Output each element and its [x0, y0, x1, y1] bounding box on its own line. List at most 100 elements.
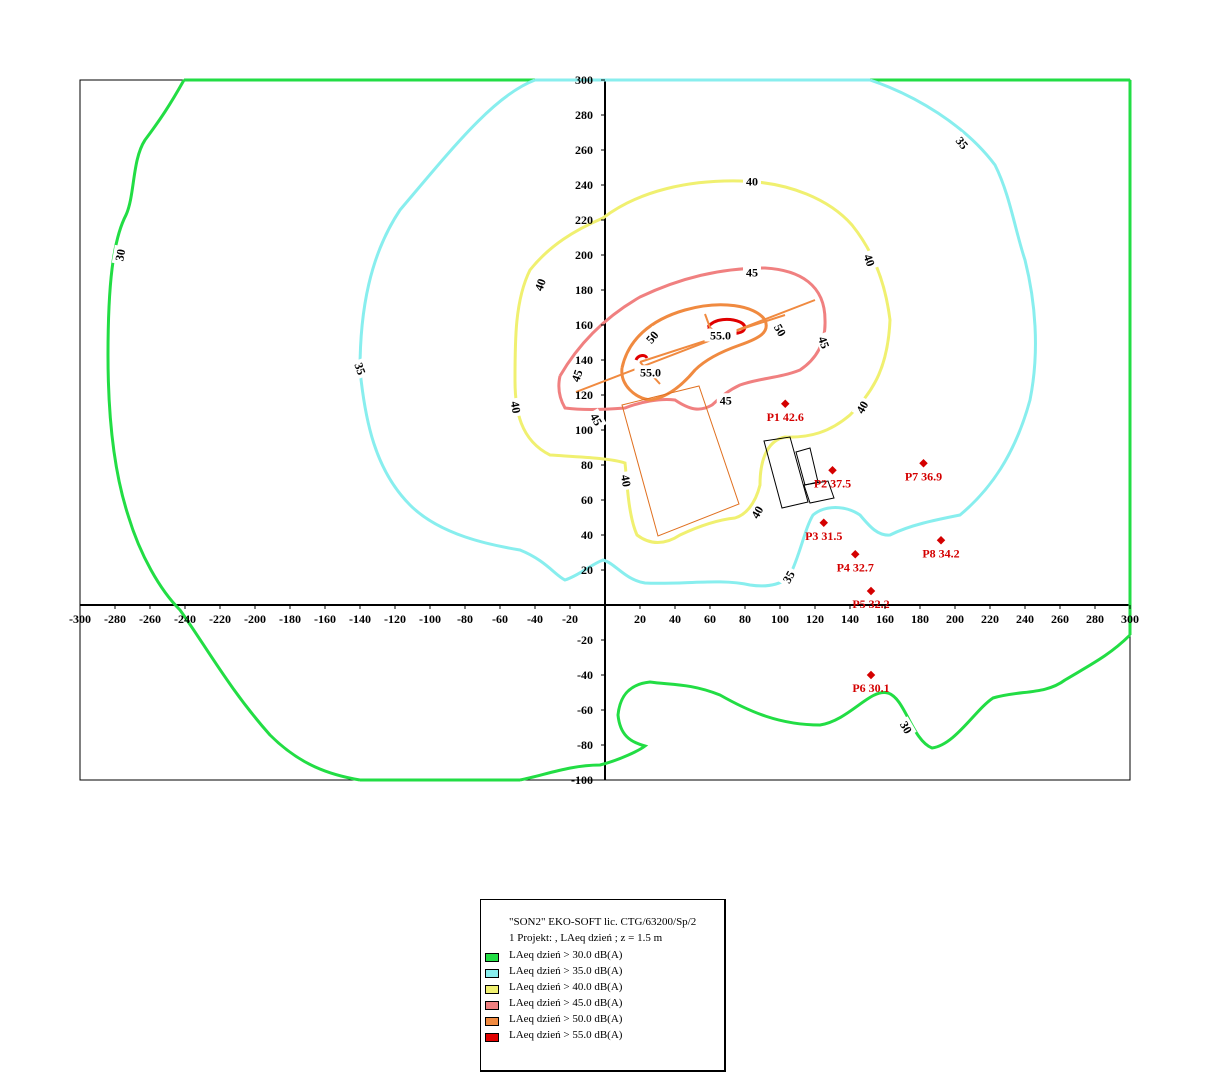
x-tick-label: 200 [946, 612, 964, 626]
x-tick-label: -80 [457, 612, 473, 626]
receiver-label: P2 37.5 [814, 476, 851, 490]
receiver-name: P8 [922, 546, 935, 560]
receiver-value: 31.5 [821, 529, 842, 543]
contour-label-40: 40 [618, 470, 635, 491]
contour-40 [513, 179, 892, 544]
x-tick-label: 100 [771, 612, 789, 626]
contour-label-50: 50 [770, 318, 791, 342]
contour-label-45: 45 [815, 331, 834, 354]
contour-label-bg [634, 365, 667, 379]
receiver-marker [919, 459, 928, 468]
x-tick-label: 80 [739, 612, 751, 626]
contour-30-upper [106, 79, 361, 782]
contour-label-bg [508, 397, 525, 418]
contour-label-bg [567, 364, 586, 387]
y-tick-label: 120 [575, 388, 593, 402]
receiver-value: 30.1 [869, 681, 890, 695]
contour-label-text: 40 [532, 277, 549, 293]
x-tick-label: 280 [1086, 612, 1104, 626]
x-tick-label: -160 [314, 612, 336, 626]
contour-label-bg [530, 273, 549, 296]
contour-label-40: 40 [746, 500, 767, 524]
receiver-value: 37.5 [830, 476, 851, 490]
x-tick-label: -180 [279, 612, 301, 626]
receiver-label: P5 32.2 [852, 597, 889, 611]
x-tick-label: -40 [527, 612, 543, 626]
contour-label-bg [851, 395, 872, 419]
x-tick-label: -140 [349, 612, 371, 626]
legend-swatch-35 [485, 969, 499, 978]
receiver-p1: P1 42.6 [767, 399, 804, 424]
receiver-p8: P8 34.2 [922, 536, 960, 560]
contour-label-bg [618, 470, 635, 491]
contour-label-bg [586, 408, 607, 431]
x-tick-label: 20 [634, 612, 646, 626]
contour-label-text: 40 [508, 400, 524, 414]
contour-label-bg [746, 500, 767, 524]
y-tick-label: 40 [581, 528, 593, 542]
contour-label-bg [860, 249, 879, 271]
receiver-value: 32.7 [853, 560, 874, 574]
legend-swatch-30 [485, 953, 499, 962]
receiver-marker [851, 550, 860, 559]
contour-label-text: 45 [568, 368, 585, 384]
legend-item-45: LAeq dzień > 45.0 dB(A) [509, 997, 623, 1009]
y-tick-label: -100 [571, 773, 593, 787]
building-small-b [795, 447, 819, 486]
y-tick-label: 180 [575, 283, 593, 297]
contour-label-text: 35 [351, 361, 368, 377]
x-tick-label: 140 [841, 612, 859, 626]
receiver-label: P3 31.5 [805, 529, 842, 543]
receiver-marker [936, 536, 946, 545]
contour-label-45: 45 [567, 364, 586, 387]
contour-label-bg [743, 265, 761, 279]
x-tick-label: 260 [1051, 612, 1069, 626]
receiver-label: P6 30.1 [852, 681, 889, 695]
y-tick-label: 20 [581, 563, 593, 577]
y-tick-label: 300 [575, 73, 593, 87]
receiver-label: P7 36.9 [905, 469, 942, 483]
axis-ticks: -300 -280 -260 -240 -220 -200 -180 -160 -140 -120… [69, 73, 1139, 787]
receiver-marker [819, 518, 828, 527]
x-tick-label: 300 [1121, 612, 1139, 626]
x-tick-label: 180 [911, 612, 929, 626]
contour-label-35: 35 [778, 565, 799, 588]
contour-label-bg [951, 131, 974, 154]
legend-item-40: LAeq dzień > 40.0 dB(A) [509, 981, 623, 993]
building-main [621, 385, 740, 537]
legend-header-project: 1 Projekt: , LAeq dzień ; z = 1.5 m [509, 932, 663, 944]
source-line-a [575, 299, 816, 393]
receiver-label: P4 32.7 [837, 560, 874, 574]
contour-label-45: 45 [716, 393, 735, 407]
contour-label-40: 40 [743, 174, 761, 189]
x-tick-label: 240 [1016, 612, 1034, 626]
receiver-name: P4 [837, 560, 850, 574]
x-tick-label: -60 [492, 612, 508, 626]
contour-label-bg [641, 325, 663, 349]
y-tick-label: 80 [581, 458, 593, 472]
y-tick-label: 200 [575, 248, 593, 262]
y-tick-label: 160 [575, 318, 593, 332]
contour-label-bg [778, 565, 799, 588]
receiver-p3: P3 31.5 [805, 518, 842, 543]
y-tick-label: 220 [575, 213, 593, 227]
contour-label-bg [111, 244, 128, 265]
contour-label-bg [743, 174, 761, 188]
legend-item-55: LAeq dzień > 55.0 dB(A) [509, 1029, 623, 1041]
x-tick-label: 60 [704, 612, 716, 626]
y-tick-label: -80 [577, 738, 593, 752]
contour-label-40: 40 [860, 249, 879, 271]
contour-45 [557, 266, 827, 411]
receiver-name: P6 [852, 681, 865, 695]
receiver-p4: P4 32.7 [837, 550, 874, 574]
contour-label-text: 55.0 [640, 365, 661, 379]
contour-35 [358, 78, 1037, 588]
receiver-marker [828, 466, 837, 475]
x-tick-label: -120 [384, 612, 406, 626]
y-tick-label: 280 [575, 108, 593, 122]
legend-swatch-55 [485, 1033, 499, 1042]
y-tick-label: 100 [575, 423, 593, 437]
receiver-marker [781, 399, 790, 408]
receiver-p2: P2 37.5 [814, 466, 851, 490]
receiver-name: P1 [767, 410, 780, 424]
